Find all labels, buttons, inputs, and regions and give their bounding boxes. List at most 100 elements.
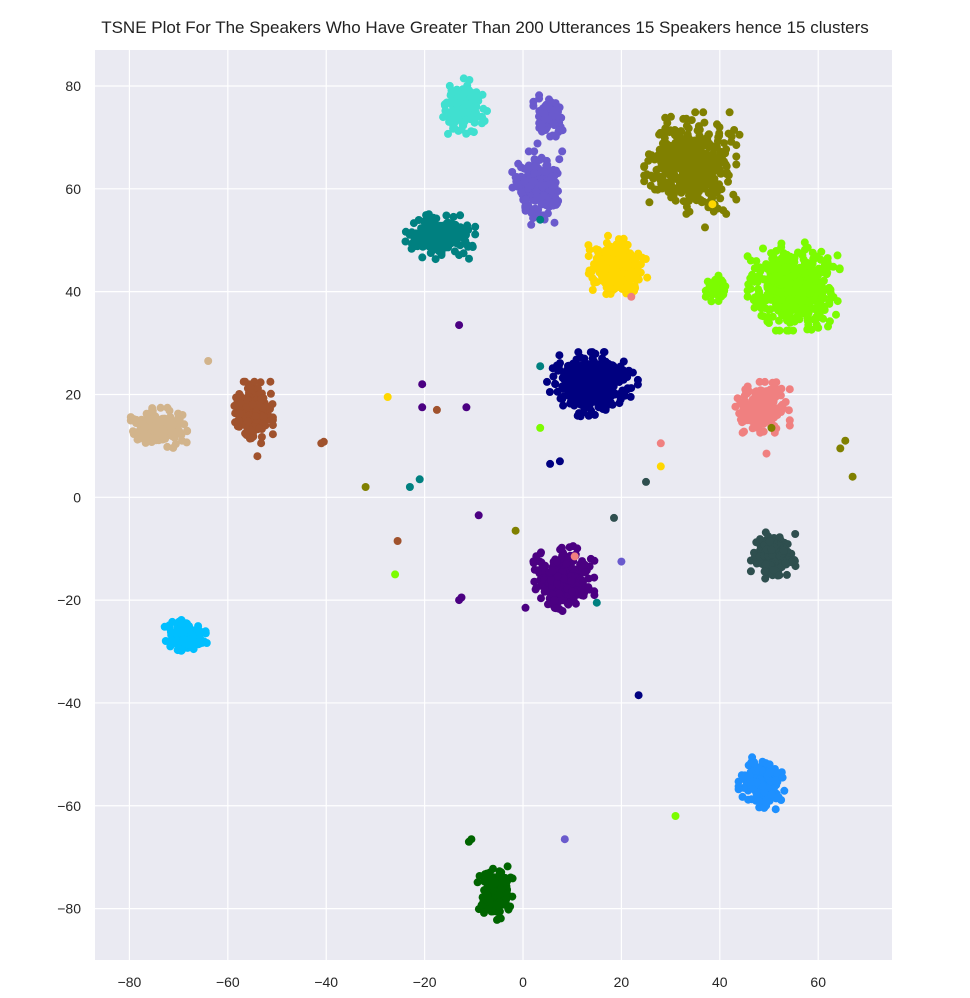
scatter-point-cluster-5	[449, 234, 458, 243]
scatter-point-cluster-16	[734, 785, 743, 794]
scatter-point-cluster-13	[573, 544, 582, 553]
scatter-point-outlier	[708, 200, 717, 209]
scatter-point-cluster-16	[754, 797, 763, 806]
scatter-point-cluster-11	[165, 406, 174, 415]
scatter-point-cluster-9	[600, 348, 609, 357]
scatter-point-cluster-17	[504, 904, 513, 913]
scatter-point-cluster-16	[753, 764, 762, 773]
scatter-point-cluster-1	[468, 91, 477, 99]
scatter-point-cluster-8	[795, 296, 804, 305]
scatter-point-cluster-8	[819, 314, 828, 323]
scatter-point-cluster-8	[803, 243, 812, 252]
scatter-point-outlier	[536, 423, 545, 432]
scatter-point-cluster-13	[530, 577, 539, 586]
scatter-point-outlier	[634, 691, 643, 700]
scatter-point-cluster-8	[775, 326, 784, 335]
scatter-point-cluster-4	[724, 171, 733, 180]
scatter-point-cluster-5	[456, 211, 465, 220]
scatter-point-cluster-12	[248, 400, 257, 409]
scatter-point-cluster-1	[468, 103, 477, 112]
scatter-point-cluster-8	[776, 288, 784, 297]
scatter-point-cluster-4	[714, 133, 723, 142]
scatter-point-cluster-9	[615, 399, 624, 408]
scatter-point-cluster-4	[671, 130, 680, 139]
scatter-point-cluster-4	[675, 173, 684, 182]
scatter-point-outlier	[656, 439, 665, 448]
scatter-point-cluster-4	[699, 108, 708, 117]
scatter-point-cluster-8	[799, 255, 808, 264]
scatter-point-cluster-15	[166, 642, 175, 651]
scatter-point-cluster-8	[803, 325, 812, 334]
scatter-point-cluster-4	[686, 139, 695, 148]
scatter-point-cluster-13	[552, 557, 561, 566]
scatter-point-outlier	[415, 475, 424, 484]
scatter-point-cluster-5	[407, 228, 416, 237]
scatter-point-outlier	[841, 436, 850, 445]
scatter-point-cluster-7	[701, 292, 710, 301]
scatter-point-cluster-1	[449, 124, 458, 133]
scatter-point-cluster-3	[520, 177, 529, 185]
scatter-point-cluster-11	[147, 407, 156, 416]
scatter-point-outlier	[432, 405, 441, 414]
scatter-point-cluster-13	[590, 591, 599, 600]
scatter-point-cluster-9	[580, 361, 589, 370]
scatter-point-cluster-12	[257, 433, 266, 441]
scatter-point-cluster-9	[609, 361, 618, 370]
x-tick-label: 40	[712, 974, 728, 990]
scatter-point-cluster-8	[761, 304, 769, 312]
scatter-point-cluster-2	[535, 107, 544, 116]
scatter-point-cluster-4	[640, 177, 649, 186]
scatter-point-cluster-9	[556, 394, 565, 403]
scatter-point-cluster-9	[556, 359, 564, 368]
scatter-point-cluster-9	[596, 394, 605, 403]
scatter-point-cluster-12	[256, 378, 265, 387]
scatter-point-cluster-14	[791, 530, 800, 538]
scatter-point-cluster-8	[810, 315, 818, 324]
scatter-point-cluster-10	[763, 394, 772, 402]
scatter-point-cluster-4	[691, 108, 700, 117]
scatter-point-cluster-3	[527, 209, 536, 218]
scatter-point-cluster-8	[804, 309, 813, 318]
scatter-point-cluster-4	[716, 169, 725, 178]
scatter-point-cluster-9	[569, 374, 578, 383]
scatter-point-cluster-2	[537, 120, 546, 129]
scatter-point-cluster-9	[545, 388, 554, 396]
scatter-point-cluster-2	[533, 139, 542, 148]
scatter-point-outlier	[457, 593, 466, 602]
scatter-point-cluster-13	[550, 596, 559, 605]
scatter-point-cluster-1	[463, 81, 472, 90]
scatter-point-cluster-8	[833, 251, 842, 260]
scatter-point-cluster-13	[584, 583, 593, 592]
scatter-point-cluster-14	[760, 567, 769, 576]
scatter-point-cluster-5	[450, 247, 459, 256]
scatter-point-cluster-13	[552, 604, 560, 613]
scatter-point-cluster-3	[532, 161, 541, 170]
scatter-point-cluster-8	[803, 316, 812, 325]
scatter-point-cluster-9	[551, 379, 560, 388]
scatter-point-cluster-4	[721, 149, 730, 158]
scatter-point-cluster-10	[738, 418, 747, 427]
scatter-point-outlier	[848, 472, 857, 481]
scatter-point-cluster-9	[560, 374, 569, 383]
scatter-point-cluster-11	[183, 426, 192, 435]
scatter-point-cluster-4	[645, 198, 654, 207]
scatter-point-cluster-4	[640, 171, 649, 180]
scatter-point-outlier	[555, 457, 564, 466]
scatter-point-cluster-4	[687, 116, 696, 125]
scatter-point-cluster-1	[459, 74, 468, 83]
x-tick-label: −80	[118, 974, 142, 990]
scatter-point-cluster-14	[775, 571, 784, 580]
scatter-point-outlier	[467, 835, 476, 844]
scatter-point-cluster-10	[754, 416, 763, 425]
y-tick-label: −40	[57, 695, 81, 711]
scatter-point-cluster-12	[255, 424, 264, 433]
scatter-point-outlier	[204, 357, 213, 365]
scatter-point-cluster-8	[785, 295, 794, 304]
scatter-point-cluster-14	[769, 566, 778, 575]
scatter-point-cluster-4	[667, 165, 676, 174]
scatter-point-cluster-11	[152, 436, 161, 445]
scatter-point-cluster-17	[503, 862, 512, 871]
scatter-point-cluster-3	[530, 169, 539, 178]
scatter-point-cluster-7	[701, 286, 710, 295]
